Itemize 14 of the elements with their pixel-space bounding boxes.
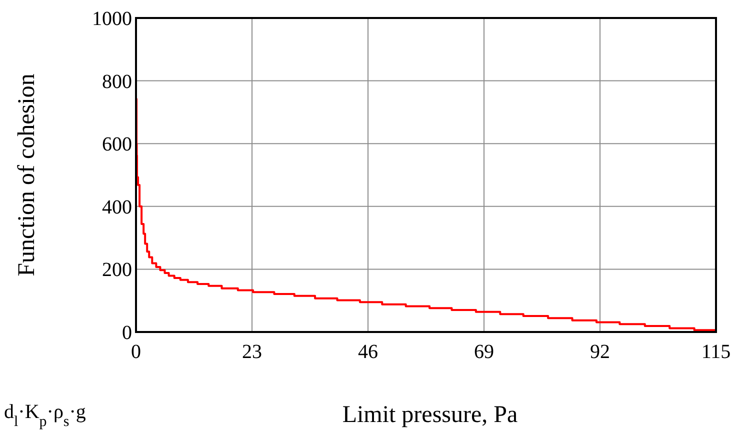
y-tick-label: 600 — [102, 134, 132, 156]
text: d$_{l}$·K$_{p}$·ρ$_{s}$·g — [4, 401, 86, 430]
y-axis-title: Function of cohesion — [14, 74, 40, 276]
y-tick-label: 800 — [102, 70, 132, 93]
x-tick-label: 92 — [590, 341, 610, 363]
y-tick-label: 0 — [122, 322, 132, 344]
x-tick-label: 69 — [474, 341, 494, 363]
x-tick-label: 23 — [242, 341, 262, 363]
x-tick-label: 115 — [701, 341, 731, 363]
x-tick-label: 46 — [358, 341, 378, 363]
y-tick-label: 1000 — [92, 8, 132, 30]
y-tick-label: 400 — [102, 196, 132, 218]
x-axis-title: Limit pressure, Pa — [342, 402, 518, 428]
y-tick-label: 200 — [102, 259, 132, 282]
